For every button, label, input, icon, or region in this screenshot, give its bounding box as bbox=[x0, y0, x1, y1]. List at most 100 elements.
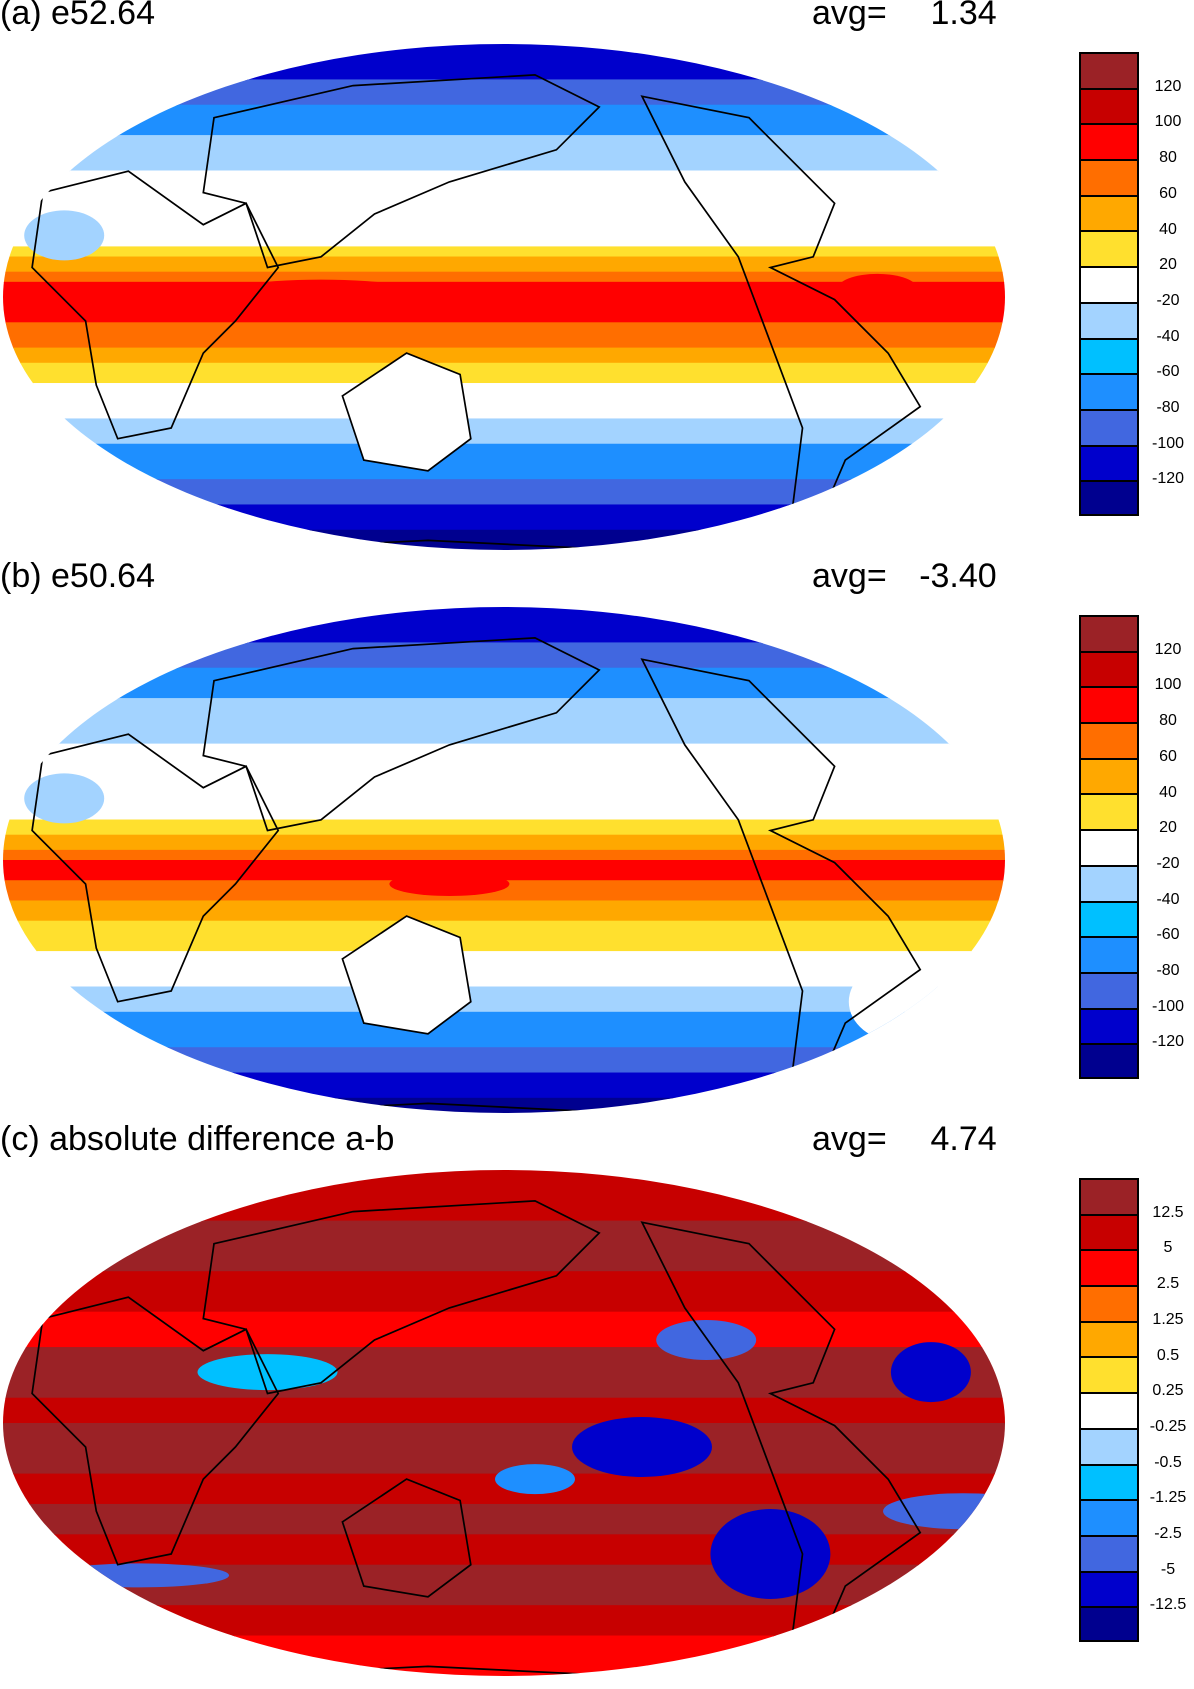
coastline bbox=[31, 733, 280, 1003]
colorbar-swatch bbox=[1079, 722, 1139, 758]
colorbar-label: 100 bbox=[1154, 676, 1182, 694]
panel-average: avg= 1.34 bbox=[812, 0, 997, 32]
field-band bbox=[3, 504, 1005, 531]
field-band bbox=[3, 1311, 1005, 1349]
field-band bbox=[3, 443, 1005, 481]
colorbar-label: -20 bbox=[1156, 291, 1180, 309]
colorbar-label: 5 bbox=[1163, 1239, 1173, 1257]
colorbar-swatch bbox=[1079, 1356, 1139, 1393]
colorbar-swatch bbox=[1079, 757, 1139, 794]
field-anomaly bbox=[24, 210, 105, 261]
colorbar-swatch bbox=[1079, 971, 1139, 1008]
colorbar-swatch bbox=[1079, 1499, 1139, 1535]
coastline bbox=[31, 1296, 280, 1566]
field-band bbox=[3, 1220, 1005, 1273]
field-band bbox=[3, 834, 1005, 851]
colorbar-swatch bbox=[1079, 829, 1139, 865]
colorbar-label: -40 bbox=[1156, 890, 1180, 908]
field-band bbox=[3, 1347, 1005, 1399]
field-band bbox=[3, 246, 1005, 258]
field-anomaly bbox=[837, 273, 918, 304]
field-anomaly bbox=[49, 1563, 230, 1588]
colorbar-swatch bbox=[1079, 1320, 1139, 1357]
field-band bbox=[3, 860, 1005, 882]
colorbar-swatch bbox=[1079, 1463, 1139, 1500]
colorbar-label: -2.5 bbox=[1154, 1525, 1182, 1542]
colorbar-label: 120 bbox=[1154, 77, 1182, 95]
field-band bbox=[3, 271, 1005, 283]
colorbar-label: 80 bbox=[1159, 149, 1177, 167]
colorbar bbox=[1079, 52, 1139, 516]
field-anomaly bbox=[24, 773, 105, 824]
field-band bbox=[3, 479, 1005, 506]
colorbar-label: 100 bbox=[1154, 113, 1182, 131]
coastline bbox=[640, 95, 922, 537]
field-band bbox=[3, 900, 1005, 922]
colorbar-swatch bbox=[1079, 480, 1139, 516]
field-anomaly bbox=[495, 1464, 575, 1495]
colorbar-swatch bbox=[1079, 1534, 1139, 1571]
field-band bbox=[3, 256, 1005, 273]
field-band bbox=[3, 362, 1005, 385]
panel-average: avg= 4.74 bbox=[812, 1120, 997, 1158]
colorbar-label: 20 bbox=[1159, 819, 1177, 837]
colorbar-swatch bbox=[1079, 230, 1139, 267]
colorbar-swatch bbox=[1079, 1007, 1139, 1044]
colorbar-label: 60 bbox=[1159, 184, 1177, 202]
panel-title: (b) e50.64 bbox=[0, 557, 155, 595]
colorbar-swatch bbox=[1079, 444, 1139, 481]
colorbar-swatch bbox=[1079, 793, 1139, 830]
field-band bbox=[3, 1503, 1005, 1536]
colorbar-swatch bbox=[1079, 1285, 1139, 1321]
field-band bbox=[3, 44, 1005, 81]
colorbar-swatch bbox=[1079, 1392, 1139, 1428]
coastline bbox=[341, 915, 472, 1035]
field-anomaly bbox=[848, 961, 949, 1042]
colorbar-label: 2.5 bbox=[1156, 1275, 1180, 1293]
colorbar-label: -60 bbox=[1156, 363, 1180, 381]
colorbar-label: 0.5 bbox=[1156, 1346, 1180, 1364]
colorbar-swatch bbox=[1079, 936, 1139, 972]
field-band bbox=[3, 1534, 1005, 1566]
field-band bbox=[3, 383, 1005, 420]
coastline bbox=[640, 1221, 922, 1663]
field-band bbox=[3, 819, 1005, 836]
map-panel-c: (c) absolute difference a-b avg= 4.74 12.… bbox=[0, 1120, 1194, 1689]
colorbar-swatch bbox=[1079, 650, 1139, 687]
field-anomaly bbox=[710, 1509, 831, 1599]
panel-title: (a) e52.64 bbox=[0, 0, 155, 32]
coastline bbox=[202, 1200, 601, 1395]
colorbar-swatch bbox=[1079, 900, 1139, 937]
colorbar-label: -60 bbox=[1156, 926, 1180, 944]
colorbar-swatch bbox=[1079, 337, 1139, 374]
colorbar-label: -120 bbox=[1151, 1033, 1185, 1051]
colorbar-label: 120 bbox=[1154, 640, 1182, 658]
colorbar-swatch bbox=[1079, 87, 1139, 124]
field-band bbox=[3, 1397, 1005, 1424]
colorbar-swatch bbox=[1079, 1249, 1139, 1286]
field-band bbox=[3, 1047, 1005, 1074]
field-band bbox=[3, 322, 1005, 349]
field-band bbox=[3, 607, 1005, 644]
colorbar-label: 60 bbox=[1159, 747, 1177, 765]
colorbar-swatch bbox=[1079, 1570, 1139, 1607]
colorbar-label: 40 bbox=[1159, 783, 1177, 801]
colorbar-label: 0.25 bbox=[1152, 1382, 1184, 1400]
robinson-map bbox=[3, 607, 1005, 1113]
colorbar-label: -0.5 bbox=[1154, 1453, 1182, 1471]
field-band bbox=[3, 698, 1005, 745]
coastline bbox=[202, 637, 601, 832]
colorbar-label: -0.25 bbox=[1149, 1417, 1187, 1435]
colorbar-swatch bbox=[1079, 52, 1139, 88]
field-band bbox=[3, 920, 1005, 953]
field-anomaly bbox=[40, 1672, 281, 1676]
colorbar-label: -80 bbox=[1156, 399, 1180, 416]
colorbar-swatch bbox=[1079, 408, 1139, 445]
colorbar-label: -100 bbox=[1151, 997, 1185, 1015]
colorbar-swatch bbox=[1079, 1043, 1139, 1079]
coastline bbox=[640, 658, 922, 1100]
colorbar-swatch bbox=[1079, 1213, 1139, 1250]
colorbar-swatch bbox=[1079, 123, 1139, 160]
colorbar-swatch bbox=[1079, 301, 1139, 338]
field-band bbox=[3, 1423, 1005, 1475]
